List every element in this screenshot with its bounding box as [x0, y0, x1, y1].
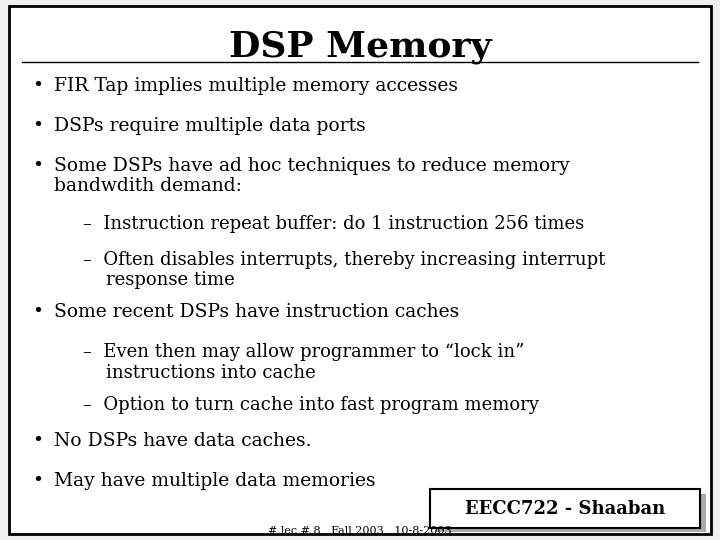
- Text: •: •: [32, 432, 43, 450]
- Text: –  Even then may allow programmer to “lock in”
    instructions into cache: – Even then may allow programmer to “loc…: [83, 343, 524, 382]
- Text: FIR Tap implies multiple memory accesses: FIR Tap implies multiple memory accesses: [54, 77, 458, 94]
- Text: •: •: [32, 157, 43, 174]
- Text: DSP Memory: DSP Memory: [229, 30, 491, 64]
- Text: Some recent DSPs have instruction caches: Some recent DSPs have instruction caches: [54, 303, 459, 321]
- FancyBboxPatch shape: [430, 489, 700, 528]
- Text: •: •: [32, 472, 43, 490]
- Text: –  Often disables interrupts, thereby increasing interrupt
    response time: – Often disables interrupts, thereby inc…: [83, 251, 606, 289]
- Text: Some DSPs have ad hoc techniques to reduce memory
bandwdith demand:: Some DSPs have ad hoc techniques to redu…: [54, 157, 570, 195]
- Text: DSPs require multiple data ports: DSPs require multiple data ports: [54, 117, 366, 134]
- Text: May have multiple data memories: May have multiple data memories: [54, 472, 376, 490]
- Text: # lec # 8   Fall 2003   10-8-2003: # lec # 8 Fall 2003 10-8-2003: [268, 525, 452, 536]
- Text: –  Option to turn cache into fast program memory: – Option to turn cache into fast program…: [83, 396, 539, 414]
- FancyBboxPatch shape: [436, 494, 706, 532]
- Text: No DSPs have data caches.: No DSPs have data caches.: [54, 432, 312, 450]
- Text: •: •: [32, 77, 43, 94]
- Text: EECC722 - Shaaban: EECC722 - Shaaban: [464, 500, 665, 518]
- Text: •: •: [32, 303, 43, 321]
- Text: –  Instruction repeat buffer: do 1 instruction 256 times: – Instruction repeat buffer: do 1 instru…: [83, 215, 584, 233]
- Text: •: •: [32, 117, 43, 134]
